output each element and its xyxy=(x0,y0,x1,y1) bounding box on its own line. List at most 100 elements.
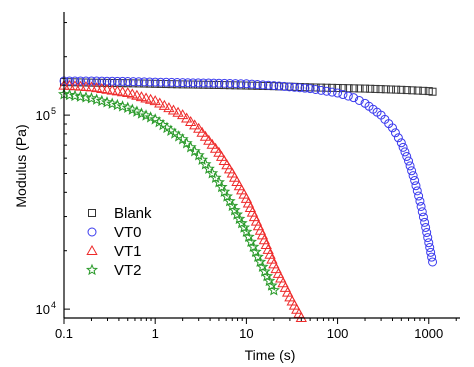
data-point xyxy=(150,77,160,87)
data-point xyxy=(420,217,430,227)
data-point xyxy=(240,225,253,238)
data-point xyxy=(185,115,197,126)
data-point xyxy=(80,80,92,92)
data-point xyxy=(230,79,240,89)
data-point xyxy=(386,85,395,94)
data-point xyxy=(244,235,258,248)
data-point xyxy=(196,126,208,137)
data-point xyxy=(96,82,108,93)
plot-area xyxy=(57,76,438,322)
data-point xyxy=(70,76,80,86)
data-point xyxy=(267,283,280,296)
data-point xyxy=(295,311,307,322)
data-point xyxy=(167,104,180,115)
series-vt0 xyxy=(59,76,438,267)
data-point xyxy=(274,81,284,91)
data-point xyxy=(92,76,102,86)
data-point xyxy=(387,123,397,133)
legend: Blank VT0 VT1 VT2 xyxy=(85,205,152,279)
data-point xyxy=(295,83,305,93)
data-point xyxy=(269,81,279,91)
data-point xyxy=(106,97,119,109)
data-point xyxy=(397,85,406,94)
data-point xyxy=(196,153,209,166)
data-point xyxy=(199,158,212,170)
data-point xyxy=(183,78,193,88)
data-point xyxy=(74,90,87,102)
data-point xyxy=(249,245,262,258)
data-point xyxy=(242,230,255,243)
data-point xyxy=(265,279,278,291)
data-point xyxy=(418,212,428,222)
series-vt2 xyxy=(57,87,280,296)
data-point xyxy=(300,83,310,93)
data-point xyxy=(161,77,171,87)
x-tick-label: 0.1 xyxy=(55,326,73,341)
data-point xyxy=(128,77,138,87)
data-point xyxy=(350,84,359,93)
data-point xyxy=(402,151,412,161)
data-point xyxy=(85,81,98,92)
data-point xyxy=(123,77,133,87)
data-point xyxy=(139,77,149,87)
x-tick-label: 10 xyxy=(239,326,253,341)
data-point xyxy=(421,222,431,232)
data-point xyxy=(405,161,415,171)
data-point xyxy=(85,92,98,104)
data-point xyxy=(327,87,337,97)
data-point xyxy=(204,78,214,88)
data-point xyxy=(366,84,375,93)
data-point xyxy=(198,78,208,88)
data-point xyxy=(111,98,124,111)
series-vt1 xyxy=(58,79,307,322)
data-point xyxy=(263,274,276,287)
data-point xyxy=(156,77,166,87)
data-point xyxy=(425,243,435,253)
data-point xyxy=(396,138,406,148)
data-point xyxy=(381,85,390,94)
data-point xyxy=(172,78,182,88)
data-point xyxy=(206,138,218,149)
data-point xyxy=(101,83,113,94)
data-point xyxy=(311,84,321,94)
data-point xyxy=(410,176,420,186)
data-point xyxy=(361,84,370,93)
legend-label-vt2: VT2 xyxy=(114,262,142,279)
data-point xyxy=(390,128,400,138)
data-point xyxy=(416,201,426,211)
data-point xyxy=(290,82,300,92)
data-point xyxy=(225,78,235,88)
data-point xyxy=(241,79,251,89)
data-point xyxy=(398,142,408,152)
x-tick-label: 1 xyxy=(152,326,159,341)
data-point xyxy=(209,171,222,184)
data-point xyxy=(422,228,432,238)
data-point xyxy=(333,83,342,92)
y-axis-title: Modulus (Pa) xyxy=(13,124,29,207)
data-point xyxy=(254,255,267,268)
data-point xyxy=(279,81,289,91)
data-point xyxy=(75,76,85,86)
data-point xyxy=(209,78,219,88)
data-point xyxy=(97,76,107,86)
data-point xyxy=(134,77,144,87)
data-point xyxy=(181,112,193,123)
data-point xyxy=(111,85,124,96)
legend-marker-blank xyxy=(88,209,96,217)
data-point xyxy=(428,257,438,267)
data-point xyxy=(218,185,231,197)
y-tick-exponent: 4 xyxy=(51,300,56,310)
data-point xyxy=(74,80,87,91)
x-tick-label: 100 xyxy=(327,326,349,341)
data-point xyxy=(79,91,92,103)
data-point xyxy=(68,89,82,102)
data-point xyxy=(322,86,332,96)
data-point xyxy=(172,106,184,117)
y-tick-label: 10 xyxy=(36,108,50,123)
data-point xyxy=(90,93,103,105)
legend-label-vt1: VT1 xyxy=(114,243,142,260)
y-tick-label: 10 xyxy=(36,302,50,317)
legend-label-vt0: VT0 xyxy=(114,224,142,241)
data-point xyxy=(354,96,364,106)
